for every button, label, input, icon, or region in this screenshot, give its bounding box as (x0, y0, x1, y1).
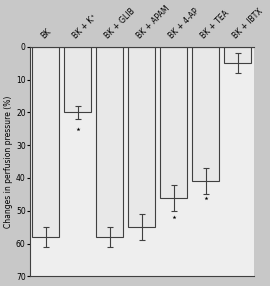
Bar (192, 47, 219, 181)
Bar (96, 47, 123, 237)
Bar (128, 47, 155, 227)
Bar (64, 47, 91, 112)
Y-axis label: Changes in perfusion pressure (%): Changes in perfusion pressure (%) (4, 96, 13, 228)
Bar (160, 47, 187, 198)
Bar (32, 47, 59, 237)
Bar (224, 47, 251, 63)
